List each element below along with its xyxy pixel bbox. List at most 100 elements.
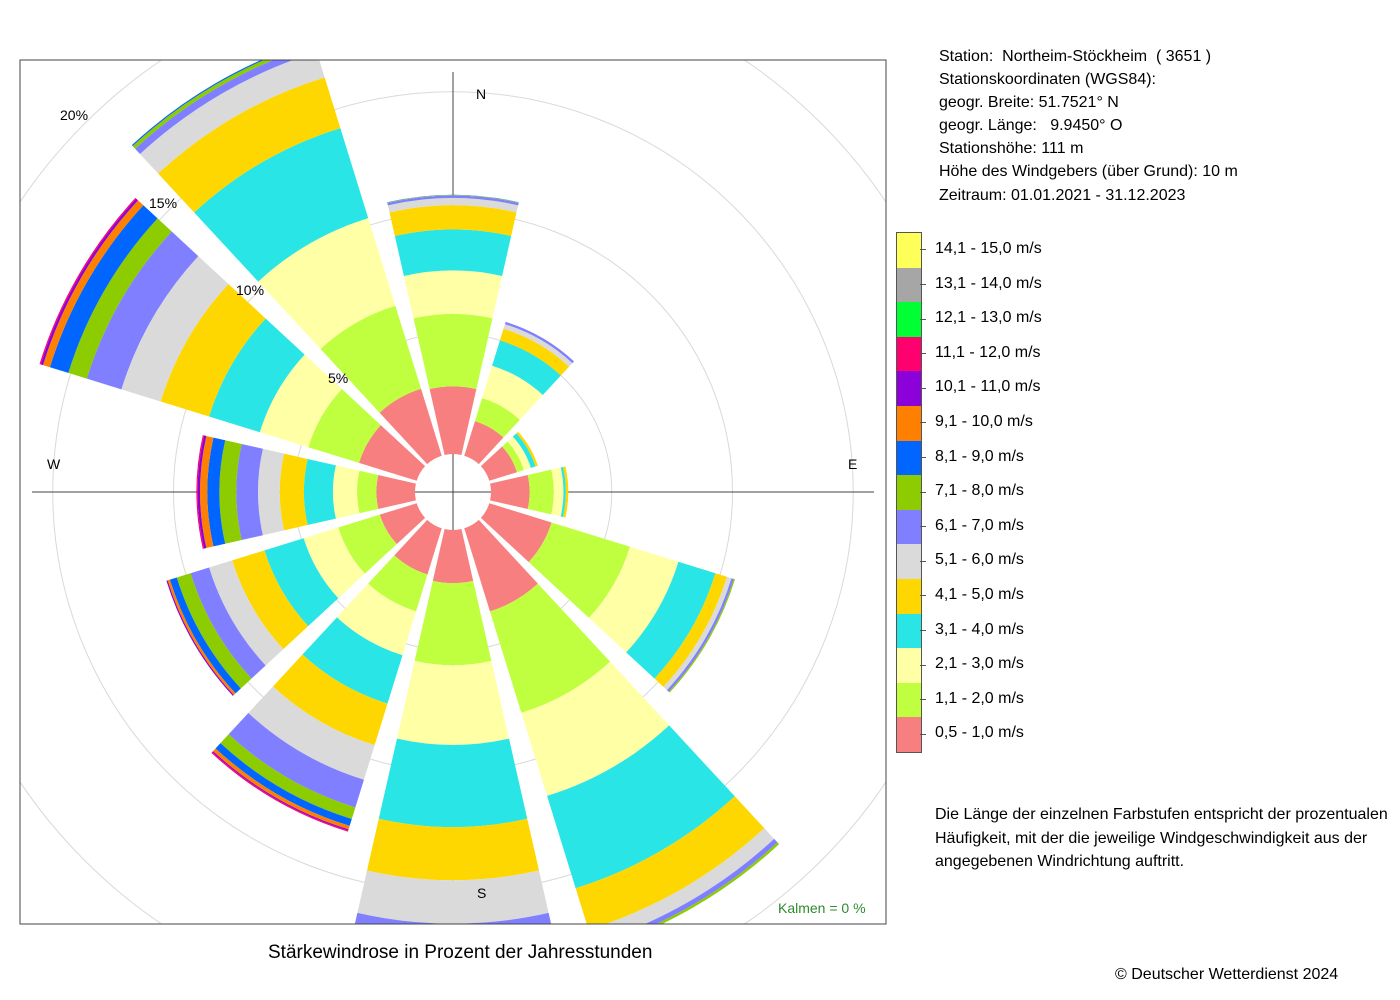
chart-caption: Stärkewindrose in Prozent der Jahresstun… — [268, 942, 653, 963]
legend-tick — [920, 629, 926, 631]
rose-segment-dir330-class4 — [194, 128, 369, 282]
rose-segment-dir270-class7 — [236, 443, 263, 541]
rose-segment-dir150-class3 — [521, 661, 670, 796]
rose-segment-dir120-class6 — [663, 576, 732, 691]
legend-tick — [920, 318, 926, 320]
rose-segment-dir300-class10 — [42, 200, 144, 368]
rose-segment-dir30-class7 — [504, 321, 574, 364]
rose-segment-dir150-class5 — [575, 796, 765, 924]
rose-segment-dir180-class1 — [432, 529, 474, 584]
plot-frame — [19, 59, 887, 925]
legend-tick — [920, 664, 926, 666]
station-latitude: geogr. Breite: 51.7521° N — [939, 94, 1119, 112]
rose-segment-dir180-class6 — [357, 870, 549, 924]
rose-segment-dir300-class2 — [308, 389, 381, 463]
rose-segment-dir300-class3 — [259, 354, 342, 448]
calms-label: Kalmen = 0 % — [778, 900, 866, 916]
legend-label: 8,1 - 9,0 m/s — [935, 447, 1024, 465]
rose-segment-dir270-class8 — [219, 440, 242, 544]
rose-segment-dir90-class4 — [560, 466, 566, 518]
legend-swatch — [897, 613, 921, 649]
rose-segment-dir240-class8 — [176, 573, 252, 689]
radial-tick-labels: 5% 10% 15% 20% — [60, 107, 348, 386]
rose-segment-dir270-class10 — [200, 435, 214, 549]
legend-label: 1,1 - 2,0 m/s — [935, 689, 1024, 707]
rose-segment-dir270-class2 — [357, 470, 379, 514]
legend-tick — [920, 456, 926, 458]
rose-segment-dir210-class7 — [228, 713, 364, 808]
rose-segment-dir30-class6 — [503, 324, 573, 367]
legend-tick — [920, 526, 926, 528]
legend-swatch — [897, 509, 921, 545]
radial-tick-label-10: 10% — [236, 282, 264, 298]
radial-tick-label-15: 15% — [149, 195, 177, 211]
legend-swatch — [897, 302, 921, 337]
legend-swatch — [897, 682, 921, 718]
rose-segment-dir90-class2 — [527, 469, 554, 515]
rose-segment-dir0-class1 — [429, 386, 477, 455]
rose-segment-dir120-class2 — [528, 522, 631, 618]
rose-segment-dir210-class2 — [368, 555, 428, 612]
rose-segment-dir120-class3 — [588, 546, 679, 653]
rose-segment-dir330-class1 — [379, 388, 442, 465]
rose-segment-dir0-class6 — [387, 198, 519, 213]
compass-east-label: E — [848, 456, 857, 472]
legend-swatch — [897, 544, 921, 579]
rose-segment-dir300-class9 — [49, 205, 158, 373]
rose-segment-dir180-class4 — [378, 738, 528, 828]
rose-segment-dir30-class4 — [492, 340, 561, 396]
legend-tick — [920, 699, 926, 701]
rose-segment-dir270-class3 — [332, 465, 360, 519]
legend-label: 10,1 - 11,0 m/s — [935, 378, 1041, 396]
rose-segment-dir270-class5 — [279, 453, 308, 531]
rose-segment-dir120-class5 — [654, 573, 727, 687]
rose-segment-dir300-class6 — [121, 256, 229, 402]
legend-swatch — [897, 578, 921, 614]
station-name: Station: Northeim-Stöckheim ( 3651 ) — [939, 48, 1212, 65]
rose-segment-dir210-class5 — [272, 654, 388, 746]
legend-tick — [920, 595, 926, 597]
station-info: Station: Northeim-Stöckheim ( 3651 ) Sta… — [939, 45, 1238, 207]
station-coordinates-heading: Stationskoordinaten (WGS84): — [939, 71, 1156, 89]
note-line-2: Häufigkeit, mit der die jeweilige Windge… — [935, 829, 1368, 847]
rose-segment-dir60-class3 — [507, 436, 531, 471]
rose-segment-dir300-class7 — [86, 231, 199, 390]
legend-label: 11,1 - 12,0 m/s — [935, 343, 1041, 361]
legend-tick — [920, 560, 926, 562]
note-line-1: Die Länge der einzelnen Farbstufen entsp… — [935, 806, 1388, 823]
rose-segment-dir0-class9 — [387, 194, 519, 203]
rose-segment-dir60-class1 — [480, 446, 517, 481]
legend-swatch — [897, 440, 921, 476]
legend-label: 9,1 - 10,0 m/s — [935, 413, 1033, 430]
legend-label: 7,1 - 8,0 m/s — [935, 482, 1024, 500]
rose-segment-dir180-class2 — [414, 580, 492, 666]
rose-segment-dir180-class3 — [396, 660, 510, 745]
rose-segment-dir240-class1 — [379, 503, 426, 545]
rose-segment-dir240-class7 — [190, 567, 266, 679]
rose-segment-dir270-class1 — [376, 475, 416, 509]
copyright: © Deutscher Wetterdienst 2024 — [1115, 966, 1339, 983]
legend-label: 12,1 - 13,0 m/s — [935, 309, 1042, 327]
legend-swatch — [897, 371, 921, 406]
legend-swatch — [897, 336, 921, 372]
station-elevation: Stationshöhe: 111 m — [939, 140, 1084, 158]
rose-segment-dir30-class1 — [464, 421, 504, 465]
compass-west-label: W — [47, 456, 61, 472]
rose-segment-dir240-class3 — [303, 527, 365, 599]
note-line-3: angegebenen Windrichtung auftritt. — [935, 853, 1185, 870]
rose-segment-dir90-class5 — [563, 466, 569, 518]
rose-segment-dir300-class4 — [209, 318, 305, 433]
rose-segment-dir240-class6 — [209, 560, 284, 666]
rose-segment-dir300-class5 — [160, 284, 266, 417]
rose-segment-dir150-class4 — [547, 725, 735, 889]
legend-swatch — [897, 717, 921, 752]
rose-segment-dir120-class1 — [480, 503, 552, 563]
wind-rose-layer — [20, 60, 886, 924]
rose-segment-dir240-class4 — [264, 538, 339, 627]
rose-segment-dir60-class5 — [516, 431, 538, 467]
rose-segment-dir330-class5 — [158, 77, 341, 213]
speed-legend-colorbar — [896, 232, 922, 753]
rose-segment-dir90-class3 — [551, 467, 564, 517]
legend-label: 0,5 - 1,0 m/s — [935, 724, 1024, 742]
